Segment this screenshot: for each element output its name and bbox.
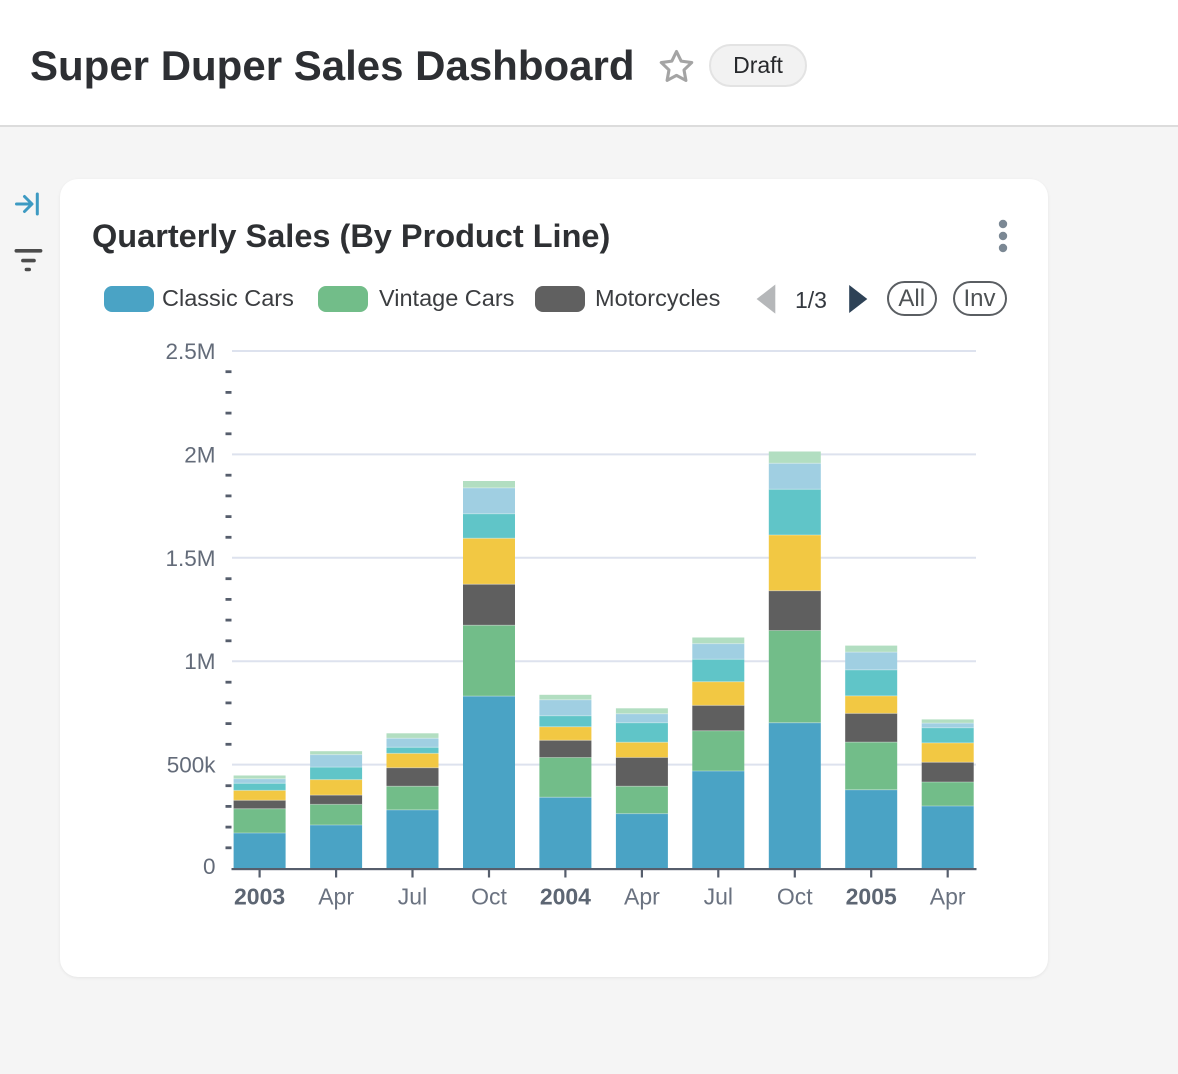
svg-text:2003: 2003 (234, 884, 285, 910)
svg-text:Jul: Jul (398, 884, 427, 910)
svg-text:1M: 1M (184, 649, 215, 674)
svg-text:2M: 2M (184, 442, 215, 467)
svg-text:Oct: Oct (471, 884, 507, 910)
svg-text:Oct: Oct (777, 884, 813, 910)
svg-text:Jul: Jul (704, 884, 733, 910)
svg-text:2.5M: 2.5M (165, 339, 215, 364)
svg-text:500k: 500k (167, 753, 217, 778)
svg-text:0: 0 (203, 854, 216, 879)
svg-text:Apr: Apr (318, 884, 354, 910)
svg-text:2005: 2005 (846, 884, 897, 910)
svg-text:1.5M: 1.5M (165, 546, 215, 571)
svg-text:Apr: Apr (930, 884, 966, 910)
svg-text:2004: 2004 (540, 884, 591, 910)
svg-text:Apr: Apr (624, 884, 660, 910)
